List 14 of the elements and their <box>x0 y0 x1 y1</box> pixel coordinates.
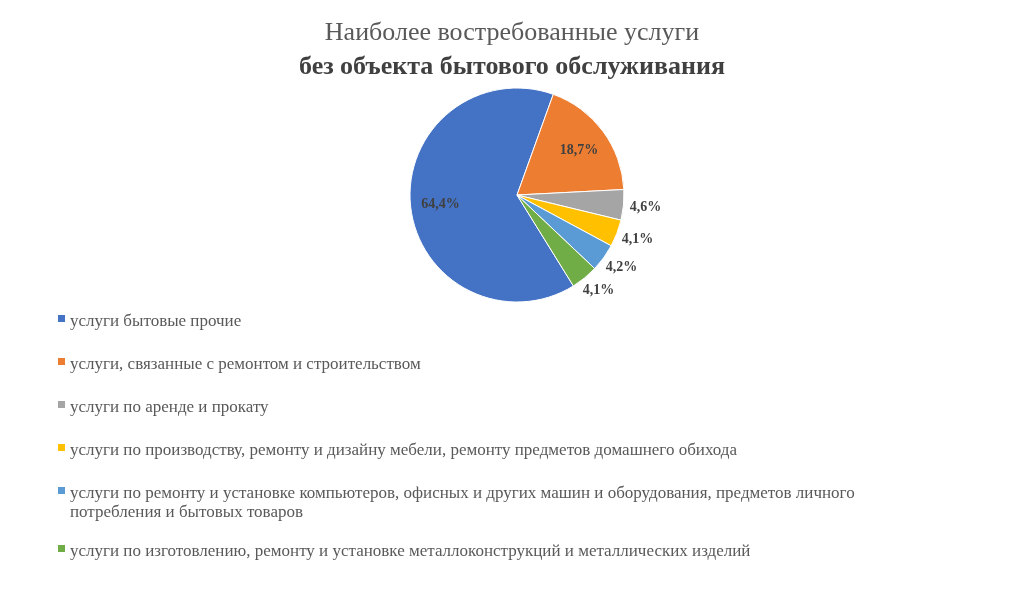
legend-label: услуги бытовые прочие <box>70 310 242 330</box>
legend-label: услуги по производству, ремонту и дизайну мебели, ремонту предметов домашнего обихода <box>70 439 738 459</box>
chart-title: Наиболее востребованные услуги <box>324 17 700 46</box>
data-label: 64,4% <box>421 195 460 211</box>
data-label: 4,2% <box>605 258 638 274</box>
legend-label: услуги, связанные с ремонтом и строительством <box>70 353 421 373</box>
legend-label: услуги по изготовлению, ремонту и установке металлоконструкций и металлических изделий <box>70 540 751 560</box>
data-label: 4,1% <box>621 231 654 247</box>
data-label: 4,1% <box>582 281 615 297</box>
chart-subtitle: без объекта бытового обслуживания <box>298 51 726 80</box>
data-label: 4,6% <box>629 199 662 215</box>
legend-label: услуги по ремонту и установке компьютеров, офисных и других машин и оборудования, предметов личного потребления и бытовых товаров <box>70 482 855 521</box>
legend-label: услуги по аренде и прокату <box>70 396 270 416</box>
data-label: 18,7% <box>559 142 599 157</box>
